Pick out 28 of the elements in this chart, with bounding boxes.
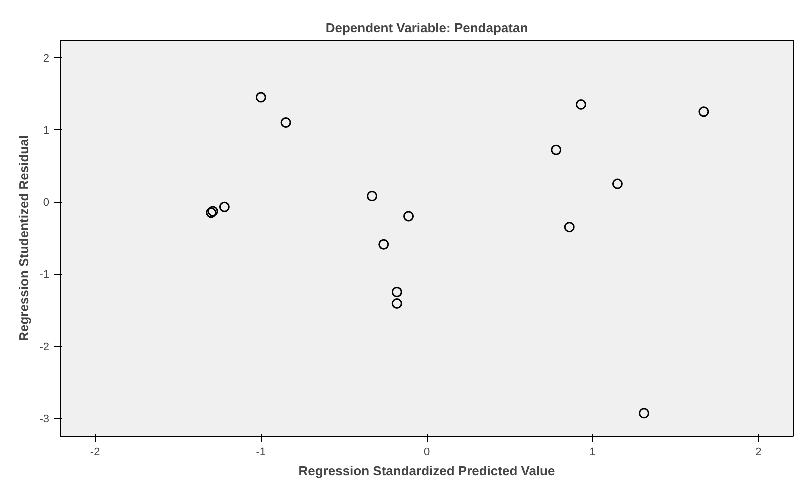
point xyxy=(576,99,586,110)
point xyxy=(219,202,230,212)
point xyxy=(404,211,414,222)
x-tick-label: 0 xyxy=(424,446,430,458)
point xyxy=(280,117,292,128)
point xyxy=(378,239,390,250)
y-tick-label: 0 xyxy=(43,197,50,210)
point xyxy=(638,408,650,419)
x-axis-title: Regression Standardized Predicted Value xyxy=(298,464,556,478)
x-tick-label: -2 xyxy=(90,446,100,458)
y-axis-title: Regression Studentized Residual xyxy=(16,136,32,342)
point xyxy=(564,222,575,233)
point xyxy=(698,106,710,118)
point xyxy=(392,286,402,298)
x-tick-label: 1 xyxy=(590,446,596,458)
point xyxy=(612,178,623,190)
point xyxy=(367,191,378,202)
y-tick-label: -1 xyxy=(40,269,50,282)
point xyxy=(256,92,266,103)
point xyxy=(392,298,402,310)
y-tick-label: 1 xyxy=(43,124,50,137)
y-tick-label: -3 xyxy=(40,413,50,426)
point xyxy=(551,144,562,156)
y-tick-label: -2 xyxy=(40,341,50,354)
x-tick-label: 2 xyxy=(756,446,762,458)
chart-title: Dependent Variable: Pendapatan xyxy=(326,20,528,36)
x-tick-label: -1 xyxy=(256,446,266,458)
y-tick-label: 2 xyxy=(43,52,50,65)
